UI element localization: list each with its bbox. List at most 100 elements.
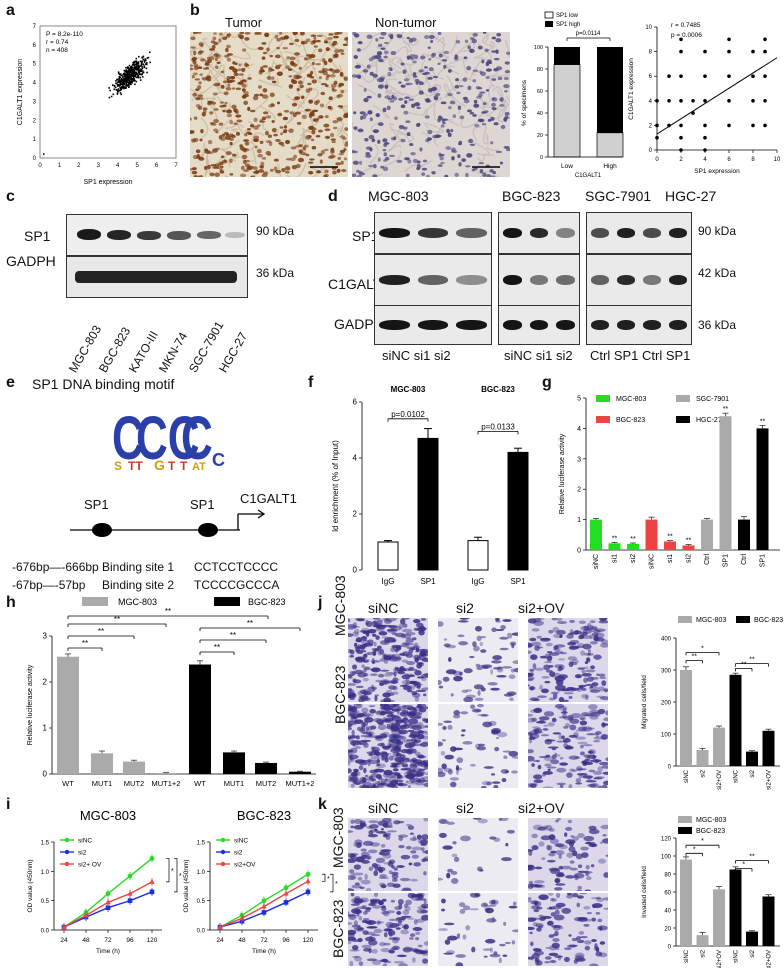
a-xtick: 4 [116, 163, 120, 169]
a-ytick: 1 [33, 137, 37, 143]
legend-label: BGC-823 [696, 828, 725, 835]
bar [762, 730, 775, 766]
a-point [120, 79, 122, 81]
a-point [129, 66, 132, 69]
a-point [146, 71, 148, 74]
i-point [283, 890, 289, 896]
a-point [123, 78, 126, 81]
panel-label-e: e [6, 374, 15, 391]
g-legend-label: SGC-7901 [696, 396, 729, 403]
h-xtick: WT [62, 779, 74, 788]
i-xtick: 48 [238, 937, 246, 944]
a-point [119, 81, 121, 83]
d-lanes-mgc: siNC si1 si2 [382, 348, 451, 363]
a-point [133, 61, 136, 63]
j-imgs-col-label: siNC [368, 600, 399, 616]
a-point [145, 59, 147, 62]
a-point [137, 65, 140, 67]
a-point [123, 83, 125, 85]
a-point [144, 63, 147, 65]
g-bar [608, 543, 621, 550]
b-bar-low [596, 132, 624, 158]
i-sig: * [327, 876, 330, 883]
g-legend-swatch [676, 395, 690, 402]
a-point [127, 66, 129, 68]
h-bar [91, 753, 113, 774]
i-point [261, 903, 267, 909]
c-size-90: 90 kDa [256, 224, 295, 238]
bc-point [655, 99, 659, 103]
h-bar [155, 773, 177, 774]
ytick-label: 3 [577, 456, 581, 463]
bc-point [679, 123, 683, 128]
a-point [129, 69, 132, 71]
g-xtick: si2 [630, 554, 637, 563]
i-legend-label: si2 [234, 850, 243, 857]
a-point [139, 79, 142, 81]
a-ytick: 0 [33, 156, 37, 162]
a-point [135, 68, 137, 71]
i-title: MGC-803 [80, 808, 136, 823]
a-point [139, 76, 141, 79]
g-sig: ** [630, 536, 636, 543]
bc-ytick: 0 [649, 148, 653, 154]
svg-text:AT: AT [192, 461, 206, 473]
a-point [117, 88, 120, 90]
j-imgs-image [438, 704, 518, 788]
a-point [146, 62, 148, 64]
svg-j-ylabel: Migrated cells/field [641, 675, 648, 729]
panel-a-scatter: P = 8.2e-110 r = 0.74 n = 408 SP1 expres… [17, 24, 178, 186]
k-imgs-image [348, 893, 428, 966]
f-xtick: IgG [472, 577, 485, 586]
h-bar [123, 761, 145, 774]
e-title: SP1 DNA binding motif [32, 376, 175, 392]
a-point [126, 72, 129, 75]
h-xtick: MUT1+2 [152, 779, 181, 788]
bar [713, 889, 725, 946]
bc-point [679, 74, 683, 78]
xtick-label: si2 [750, 769, 756, 777]
bar [729, 674, 742, 766]
a-point [126, 79, 128, 82]
a-point [116, 93, 119, 95]
sig-label: p=0.0102 [391, 410, 425, 419]
a-point [125, 66, 127, 69]
h-xtick: MUT1 [224, 779, 244, 788]
f-bar [507, 451, 529, 571]
a-point [119, 83, 122, 85]
bc-point [751, 123, 755, 128]
c-blot-gadph [66, 256, 248, 298]
k-row-mgc: MGC-803 [330, 807, 346, 868]
xtick-label: si2 [750, 949, 756, 957]
a-point [131, 70, 133, 73]
e-gene-label: C1GALT1 [240, 491, 297, 506]
ytick-label: 1.0 [41, 870, 50, 876]
a-point [145, 63, 148, 66]
bc-point [667, 99, 671, 103]
g-xtick: Ctrl [741, 554, 748, 565]
a-point [139, 60, 142, 63]
ytick-label: 0 [668, 945, 672, 951]
g-legend-label: BGC-823 [616, 417, 645, 424]
k-imgs-image [438, 818, 518, 891]
a-point [128, 76, 130, 78]
d-blot-2-0 [374, 305, 492, 345]
ytick-label: 5 [577, 396, 581, 403]
b-corr-p: p = 0.0006 [671, 32, 702, 39]
f-xtick: SP1 [510, 577, 526, 586]
b-corr-points [655, 37, 767, 152]
a-point [124, 79, 126, 81]
svg-text:T: T [168, 459, 176, 473]
svg-text:CC: CC [136, 405, 200, 473]
a-point [129, 76, 132, 78]
a-point [117, 71, 120, 73]
d-row-sp1: SP1 [352, 228, 379, 244]
a-xtick: 1 [58, 163, 62, 169]
f-group-mgc: MGC-803 [391, 385, 426, 394]
i-point [105, 899, 111, 905]
a-point [146, 57, 149, 59]
panel-label-b: b [190, 2, 200, 19]
bar [746, 931, 758, 946]
a-point [136, 73, 138, 76]
a-point [125, 69, 127, 71]
